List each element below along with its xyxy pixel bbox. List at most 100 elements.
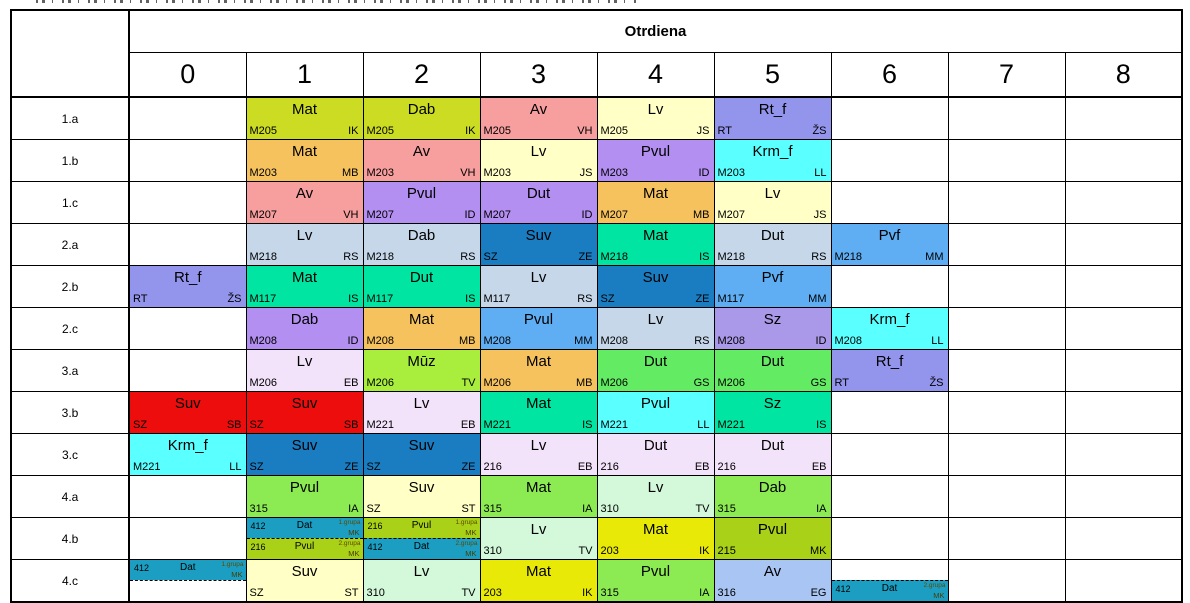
lesson-half[interactable]: 412 Dat 1.grupa MK (247, 518, 362, 538)
lesson-cell[interactable]: 203 Mat IK (596, 517, 715, 560)
empty-cell[interactable] (947, 96, 1066, 140)
lesson-cell[interactable]: 203 Mat IK (479, 559, 598, 603)
lesson-cell[interactable]: M208 Pvul MM (479, 307, 598, 350)
empty-cell[interactable] (947, 223, 1066, 266)
lesson-cell[interactable]: M207 Av VH (245, 181, 364, 224)
empty-cell[interactable] (830, 181, 949, 224)
lesson-cell[interactable]: M218 Pvf MM (830, 223, 949, 266)
empty-cell[interactable] (128, 517, 247, 560)
lesson-cell[interactable]: SZ Suv SB (245, 391, 364, 434)
empty-cell[interactable] (1064, 475, 1183, 518)
lesson-cell[interactable]: RT Rt_f ŽS (128, 265, 247, 308)
lesson-cell[interactable]: 216 Dut EB (596, 433, 715, 476)
lesson-cell[interactable]: M208 Sz ID (713, 307, 832, 350)
empty-cell[interactable] (947, 559, 1066, 603)
lesson-cell[interactable]: M117 Mat IS (245, 265, 364, 308)
lesson-cell[interactable]: M206 Lv EB (245, 349, 364, 392)
empty-cell[interactable] (830, 139, 949, 182)
lesson-cell[interactable]: RT Rt_f ŽS (713, 96, 832, 140)
empty-cell[interactable] (128, 307, 247, 350)
lesson-cell[interactable]: 310 Lv TV (596, 475, 715, 518)
empty-cell[interactable] (830, 517, 949, 560)
lesson-cell[interactable]: M117 Dut IS (362, 265, 481, 308)
lesson-cell[interactable]: M117 Pvf MM (713, 265, 832, 308)
empty-cell[interactable] (128, 223, 247, 266)
empty-cell[interactable] (1064, 181, 1183, 224)
lesson-cell[interactable]: M208 Lv RS (596, 307, 715, 350)
empty-cell[interactable] (947, 475, 1066, 518)
lesson-cell[interactable]: M206 Dut GS (596, 349, 715, 392)
empty-cell[interactable] (128, 349, 247, 392)
lesson-cell[interactable]: M205 Lv JS (596, 96, 715, 140)
empty-cell[interactable] (947, 517, 1066, 560)
lesson-cell[interactable]: 315 Pvul IA (596, 559, 715, 603)
lesson-cell[interactable]: M205 Dab IK (362, 96, 481, 140)
lesson-cell[interactable]: M207 Pvul ID (362, 181, 481, 224)
empty-cell[interactable] (1064, 433, 1183, 476)
empty-cell[interactable] (1064, 96, 1183, 140)
lesson-cell[interactable]: M203 Krm_f LL (713, 139, 832, 182)
lesson-cell[interactable]: SZ Suv ST (245, 559, 364, 603)
lesson-half[interactable]: 412 Dat 1.grupa MK (130, 560, 245, 580)
lesson-cell[interactable]: M221 Sz IS (713, 391, 832, 434)
empty-half[interactable] (130, 580, 245, 601)
lesson-cell[interactable]: M207 Mat MB (596, 181, 715, 224)
lesson-cell[interactable]: M203 Av VH (362, 139, 481, 182)
lesson-cell[interactable]: M218 Lv RS (245, 223, 364, 266)
empty-cell[interactable] (1064, 265, 1183, 308)
lesson-cell[interactable]: SZ Suv ZE (596, 265, 715, 308)
lesson-half[interactable]: 412 Dat 2.grupa MK (364, 538, 479, 559)
lesson-half[interactable]: 216 Pvul 2.grupa MK (247, 538, 362, 559)
lesson-cell[interactable]: M218 Mat IS (596, 223, 715, 266)
lesson-cell[interactable]: SZ Suv ZE (479, 223, 598, 266)
lesson-cell[interactable]: M206 Dut GS (713, 349, 832, 392)
lesson-cell[interactable]: M221 Pvul LL (596, 391, 715, 434)
empty-cell[interactable] (128, 139, 247, 182)
lesson-half[interactable]: 216 Pvul 1.grupa MK (364, 518, 479, 538)
empty-cell[interactable] (947, 307, 1066, 350)
lesson-cell[interactable]: 315 Pvul IA (245, 475, 364, 518)
lesson-cell[interactable]: M203 Mat MB (245, 139, 364, 182)
lesson-half[interactable]: 412 Dat 2.grupa MK (832, 580, 947, 601)
lesson-cell[interactable]: 315 Mat IA (479, 475, 598, 518)
lesson-cell[interactable]: RT Rt_f ŽS (830, 349, 949, 392)
lesson-cell[interactable]: M205 Av VH (479, 96, 598, 140)
empty-cell[interactable] (830, 475, 949, 518)
empty-cell[interactable] (947, 139, 1066, 182)
empty-cell[interactable] (1064, 139, 1183, 182)
lesson-cell[interactable]: M206 Mat MB (479, 349, 598, 392)
lesson-cell[interactable]: M207 Lv JS (713, 181, 832, 224)
lesson-cell[interactable]: 315 Dab IA (713, 475, 832, 518)
lesson-cell[interactable]: M205 Mat IK (245, 96, 364, 140)
lesson-cell[interactable]: SZ Suv ZE (245, 433, 364, 476)
lesson-cell[interactable]: 310 Lv TV (362, 559, 481, 603)
empty-cell[interactable] (1064, 307, 1183, 350)
lesson-cell[interactable]: M208 Mat MB (362, 307, 481, 350)
empty-cell[interactable] (947, 265, 1066, 308)
lesson-cell[interactable]: M203 Pvul ID (596, 139, 715, 182)
lesson-cell[interactable]: M208 Dab ID (245, 307, 364, 350)
lesson-cell[interactable]: M207 Dut ID (479, 181, 598, 224)
lesson-cell[interactable]: M203 Lv JS (479, 139, 598, 182)
empty-cell[interactable] (1064, 391, 1183, 434)
lesson-cell[interactable]: M221 Krm_f LL (128, 433, 247, 476)
empty-cell[interactable] (1064, 349, 1183, 392)
lesson-cell[interactable]: 216 Dut EB (713, 433, 832, 476)
empty-cell[interactable] (128, 475, 247, 518)
lesson-cell[interactable]: M218 Dut RS (713, 223, 832, 266)
empty-cell[interactable] (1064, 223, 1183, 266)
empty-cell[interactable] (1064, 559, 1183, 603)
lesson-cell[interactable]: SZ Suv ZE (362, 433, 481, 476)
lesson-cell[interactable]: M218 Dab RS (362, 223, 481, 266)
lesson-cell[interactable]: SZ Suv ST (362, 475, 481, 518)
empty-cell[interactable] (947, 433, 1066, 476)
lesson-cell[interactable]: M206 Mūz TV (362, 349, 481, 392)
lesson-cell[interactable]: M221 Mat IS (479, 391, 598, 434)
empty-half[interactable] (832, 560, 947, 580)
lesson-cell[interactable]: 310 Lv TV (479, 517, 598, 560)
empty-cell[interactable] (830, 265, 949, 308)
lesson-cell[interactable]: SZ Suv SB (128, 391, 247, 434)
empty-cell[interactable] (947, 181, 1066, 224)
empty-cell[interactable] (830, 433, 949, 476)
empty-cell[interactable] (128, 96, 247, 140)
